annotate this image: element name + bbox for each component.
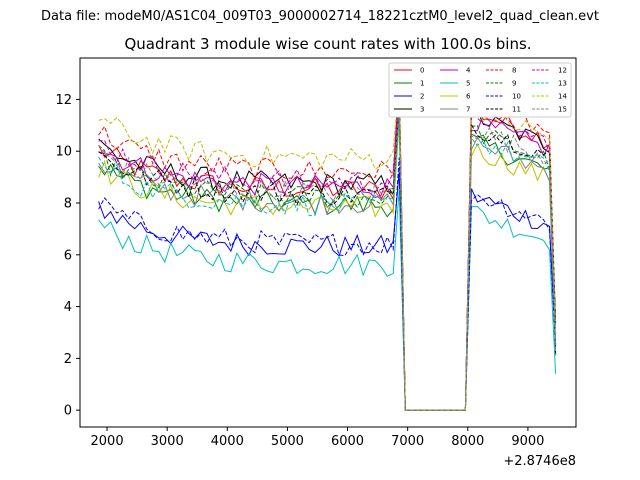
legend-label-3: 3 bbox=[420, 106, 424, 114]
series-line-15 bbox=[98, 105, 557, 411]
chart-title: Quadrant 3 module wise count rates with … bbox=[124, 35, 531, 53]
series-line-11 bbox=[98, 106, 557, 411]
legend-label-15: 15 bbox=[558, 106, 567, 114]
series-line-9 bbox=[98, 111, 557, 411]
y-tick-label: 8 bbox=[64, 197, 72, 212]
legend-label-14: 14 bbox=[558, 93, 567, 101]
legend-label-1: 1 bbox=[420, 80, 424, 88]
suptitle: Data file: modeM0/AS1C04_009T03_90000027… bbox=[41, 9, 599, 24]
series-line-2 bbox=[98, 171, 557, 411]
x-tick-label: 3000 bbox=[151, 434, 184, 449]
legend-label-6: 6 bbox=[466, 93, 471, 101]
x-tick-label: 4000 bbox=[211, 434, 244, 449]
legend-label-7: 7 bbox=[466, 106, 470, 114]
y-axis-ticks: 0 2 4 6 8 10 12 bbox=[55, 93, 80, 419]
x-axis-offset-label: +2.8746e8 bbox=[503, 454, 576, 469]
x-axis-ticks: 2000 3000 4000 5000 6000 7000 8000 9000 bbox=[91, 427, 544, 449]
legend-label-13: 13 bbox=[558, 80, 567, 88]
legend-label-4: 4 bbox=[466, 67, 471, 75]
y-tick-label: 10 bbox=[55, 145, 72, 160]
x-tick-label: 6000 bbox=[331, 434, 364, 449]
series-group bbox=[98, 77, 557, 411]
series-line-4 bbox=[98, 95, 557, 411]
series-line-7 bbox=[98, 105, 557, 411]
x-tick-label: 2000 bbox=[91, 434, 124, 449]
series-line-5 bbox=[98, 188, 557, 411]
legend-label-10: 10 bbox=[512, 93, 521, 101]
legend-label-12: 12 bbox=[558, 67, 567, 75]
y-tick-label: 0 bbox=[64, 404, 72, 419]
y-tick-label: 12 bbox=[55, 93, 72, 108]
legend-label-0: 0 bbox=[420, 67, 424, 75]
y-tick-label: 2 bbox=[64, 352, 72, 367]
series-line-6 bbox=[98, 121, 557, 411]
legend-label-9: 9 bbox=[512, 80, 516, 88]
x-tick-label: 5000 bbox=[271, 434, 304, 449]
legend-label-8: 8 bbox=[512, 67, 516, 75]
series-line-10 bbox=[98, 157, 557, 411]
x-tick-label: 8000 bbox=[451, 434, 484, 449]
legend-label-5: 5 bbox=[466, 80, 470, 88]
legend-label-2: 2 bbox=[420, 93, 424, 101]
legend-label-11: 11 bbox=[512, 106, 521, 114]
x-tick-label: 7000 bbox=[391, 434, 424, 449]
plot-lines bbox=[98, 77, 557, 411]
series-line-13 bbox=[98, 119, 557, 411]
x-tick-label: 9000 bbox=[511, 434, 544, 449]
legend-box bbox=[388, 62, 572, 118]
y-tick-label: 6 bbox=[64, 248, 72, 263]
axes-frame bbox=[79, 57, 577, 428]
y-tick-label: 4 bbox=[64, 300, 72, 315]
